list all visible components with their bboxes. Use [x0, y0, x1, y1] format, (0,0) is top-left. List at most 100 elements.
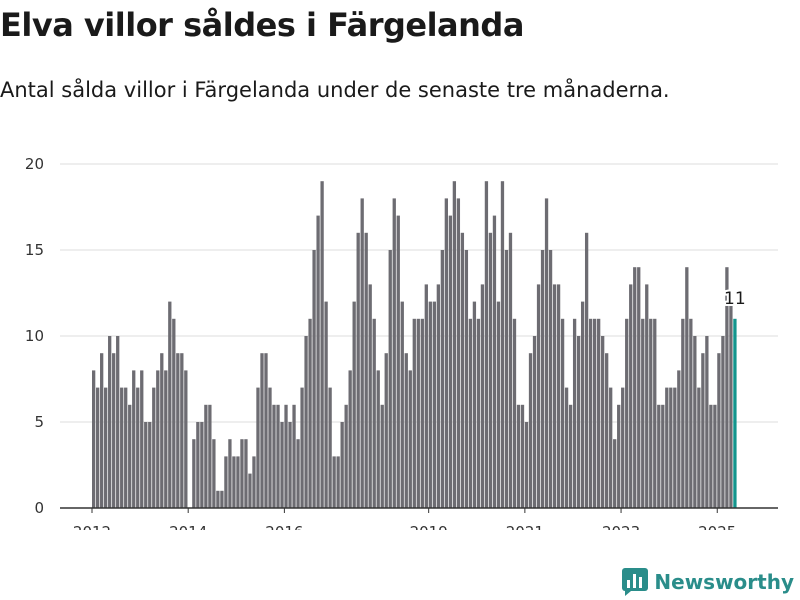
logo-text: Newsworthy: [654, 570, 794, 594]
bar: [128, 404, 132, 508]
bar: [544, 198, 549, 508]
bar: [376, 370, 380, 508]
bar: [104, 387, 108, 508]
bar: [548, 250, 553, 508]
bar: [468, 318, 473, 508]
bar: [356, 232, 360, 509]
bar: [212, 439, 216, 508]
bar: [132, 370, 136, 508]
bar: [436, 284, 440, 508]
bar-chart: 0510152020122014201620192021202320251111: [25, 155, 778, 530]
bar: [136, 387, 140, 508]
bar: [520, 404, 525, 508]
bar: [420, 318, 424, 508]
bar: [601, 336, 605, 508]
bar: [488, 232, 493, 509]
bar: [729, 301, 733, 508]
bar: [649, 318, 653, 508]
bar: [224, 456, 228, 508]
bar: [552, 284, 557, 508]
x-tick-label: 2012: [73, 523, 111, 530]
bar: [484, 181, 489, 508]
bar: [120, 387, 124, 508]
bar: [516, 404, 521, 508]
bar: [332, 456, 336, 508]
bar: [244, 439, 248, 508]
bar: [432, 301, 436, 508]
bar: [232, 456, 236, 508]
page-title: Elva villor såldes i Färgelanda: [0, 6, 524, 44]
bar: [396, 215, 400, 508]
bar: [264, 353, 268, 508]
bar: [593, 318, 597, 508]
bar: [597, 318, 601, 508]
bar: [328, 387, 332, 508]
bar: [681, 318, 685, 508]
bar: [629, 284, 633, 508]
bar: [304, 336, 308, 508]
bar: [480, 284, 485, 508]
bar: [472, 301, 477, 508]
bar: [372, 318, 376, 508]
bar: [440, 250, 444, 508]
bar: [428, 301, 432, 508]
x-tick-label: 2025: [698, 523, 736, 530]
bar: [560, 318, 565, 508]
bar: [172, 318, 176, 508]
bar: [360, 198, 364, 508]
bar: [416, 318, 420, 508]
bar: [508, 232, 513, 509]
bar: [637, 267, 641, 508]
bar: [697, 387, 701, 508]
bar: [669, 387, 673, 508]
bar: [180, 353, 184, 508]
newsworthy-chart-icon: [622, 568, 649, 596]
bar: [312, 250, 316, 508]
bar: [400, 301, 404, 508]
bar: [528, 353, 533, 508]
bar: [296, 439, 300, 508]
bar: [392, 198, 396, 508]
bar: [352, 301, 356, 508]
y-tick-label: 15: [25, 241, 44, 259]
bar: [496, 301, 501, 508]
bar: [673, 387, 677, 508]
bar: [256, 387, 260, 508]
bar: [148, 422, 152, 508]
bar: [613, 439, 617, 508]
highlight-bar: [733, 318, 737, 508]
bar: [112, 353, 116, 508]
bar: [456, 198, 461, 508]
bar: [300, 387, 304, 508]
bar: [524, 422, 529, 508]
bar: [556, 284, 561, 508]
bar: [92, 370, 96, 508]
y-tick-label: 10: [25, 327, 44, 345]
bar: [384, 353, 388, 508]
bar: [408, 370, 412, 508]
bar: [709, 404, 713, 508]
bar: [248, 473, 252, 508]
bar: [348, 370, 352, 508]
bar: [576, 336, 581, 508]
bar: [661, 404, 665, 508]
bar: [336, 456, 340, 508]
bar: [568, 404, 573, 508]
data-label-halo: 11: [724, 289, 746, 309]
bar: [200, 422, 204, 508]
bar: [665, 387, 669, 508]
bar: [196, 422, 200, 508]
x-tick-label: 2014: [169, 523, 207, 530]
bar: [412, 318, 416, 508]
bar: [220, 490, 224, 508]
bar: [280, 422, 284, 508]
bar: [536, 284, 541, 508]
bar: [641, 318, 645, 508]
bar: [184, 370, 188, 508]
bar: [605, 353, 609, 508]
bar: [584, 232, 589, 509]
bar: [621, 387, 625, 508]
bar: [532, 336, 537, 508]
bar: [216, 490, 220, 508]
x-tick-label: 2016: [265, 523, 303, 530]
